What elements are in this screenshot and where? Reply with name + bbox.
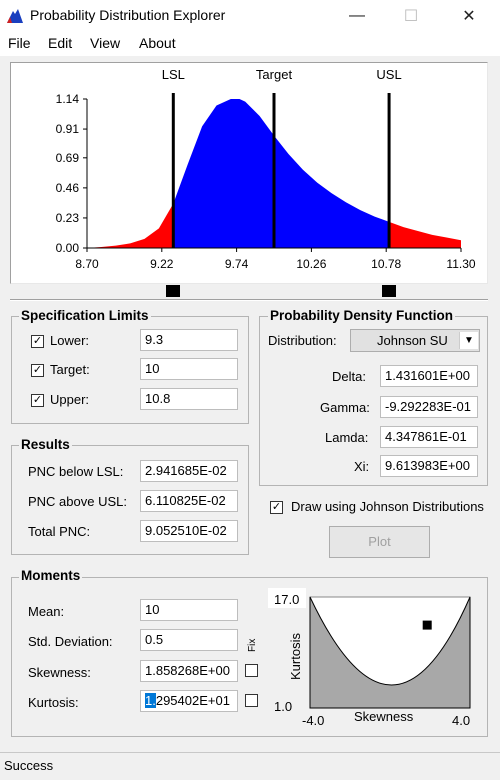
fix-label: Fix bbox=[247, 638, 258, 652]
fix-skewness-checkbox[interactable] bbox=[245, 664, 258, 677]
gamma-label: Gamma: bbox=[320, 400, 370, 415]
x-tick-label: 11.30 bbox=[446, 257, 475, 271]
upper-checkbox[interactable]: ✓ bbox=[31, 394, 44, 407]
spec-limits-title: Specification Limits bbox=[19, 308, 151, 323]
johnson-checkbox[interactable]: ✓ bbox=[270, 501, 283, 514]
distribution-chart: 0.00 0.23 0.46 0.69 0.91 1.14 8.70 9.22 9.74 10.2… bbox=[56, 67, 476, 271]
y-tick-label: 0.00 bbox=[56, 241, 80, 255]
gamma-field[interactable]: -9.292283E-01 bbox=[380, 396, 478, 418]
kurtosis-input[interactable]: 1.295402E+01 bbox=[140, 690, 238, 712]
maximize-button: ☐ bbox=[388, 0, 434, 32]
skewness-label: Skewness: bbox=[28, 665, 91, 680]
delta-label: Delta: bbox=[332, 369, 366, 384]
sk-y-label: Kurtosis bbox=[288, 633, 303, 680]
menu-edit[interactable]: Edit bbox=[48, 35, 73, 51]
results-title: Results bbox=[19, 437, 72, 452]
menu-view[interactable]: View bbox=[90, 35, 121, 51]
lamda-label: Lamda: bbox=[325, 430, 369, 445]
menu-bar bbox=[0, 32, 500, 56]
target-input[interactable]: 10 bbox=[140, 358, 238, 380]
in-spec-area bbox=[173, 99, 390, 248]
sd-input[interactable]: 0.5 bbox=[140, 629, 238, 651]
x-tick-label: 9.74 bbox=[225, 257, 249, 271]
distribution-value: Johnson SU bbox=[377, 333, 448, 348]
menu-file[interactable]: File bbox=[8, 35, 31, 51]
spec-line-label-lsl: LSL bbox=[162, 67, 185, 82]
mean-input[interactable]: 10 bbox=[140, 599, 238, 621]
mean-label: Mean: bbox=[28, 604, 65, 619]
y-tick-label: 0.91 bbox=[56, 122, 80, 136]
johnson-label: Draw using Johnson Distributions bbox=[291, 499, 484, 514]
sk-y-top: 17.0 bbox=[274, 592, 299, 607]
separator bbox=[10, 299, 488, 301]
skewness-input[interactable]: 1.858268E+00 bbox=[140, 660, 238, 682]
lower-tail-area bbox=[87, 203, 174, 248]
minimize-icon: — bbox=[349, 7, 365, 24]
target-checkbox[interactable]: ✓ bbox=[31, 364, 44, 377]
y-tick-label: 0.46 bbox=[56, 181, 80, 195]
app-icon bbox=[7, 9, 23, 23]
distribution-label: Distribution: bbox=[268, 333, 337, 348]
pnc-above-field[interactable]: 6.110825E-02 bbox=[140, 490, 238, 512]
upper-label: Upper: bbox=[50, 392, 90, 407]
maximize-icon: ☐ bbox=[403, 8, 419, 25]
minimize-button[interactable]: — bbox=[334, 0, 380, 32]
results-group bbox=[11, 445, 249, 555]
pnc-below-label: PNC below LSL: bbox=[28, 464, 124, 479]
lamda-field[interactable]: 4.347861E-01 bbox=[380, 426, 478, 448]
plot-button[interactable]: Plot bbox=[329, 526, 430, 558]
x-tick-label: 9.22 bbox=[150, 257, 174, 271]
total-pnc-field[interactable]: 9.052510E-02 bbox=[140, 520, 238, 542]
sk-feasible-region-boundary bbox=[309, 596, 471, 709]
delta-field[interactable]: 1.431601E+00 bbox=[380, 365, 478, 387]
x-tick-label: 8.70 bbox=[75, 257, 99, 271]
sk-ytop-bg bbox=[268, 588, 306, 608]
window-title: Probability Distribution Explorer bbox=[30, 7, 226, 23]
lower-input[interactable]: 9.3 bbox=[140, 329, 238, 351]
spec-line-label-target: Target bbox=[256, 67, 293, 82]
fix-kurtosis-checkbox[interactable] bbox=[245, 694, 258, 707]
sk-x-right: 4.0 bbox=[452, 713, 470, 728]
y-tick-label: 1.14 bbox=[56, 92, 80, 106]
sk-y-bottom: 1.0 bbox=[274, 699, 292, 714]
xi-field[interactable]: 9.613983E+00 bbox=[380, 455, 478, 477]
kurtosis-rest: 295402E+01 bbox=[155, 693, 230, 708]
x-tick-label: 10.26 bbox=[296, 257, 326, 271]
pnc-above-label: PNC above USL: bbox=[28, 494, 127, 509]
moments-group bbox=[11, 577, 488, 737]
lower-label: Lower: bbox=[50, 333, 90, 348]
sk-current-point bbox=[422, 620, 432, 630]
chevron-down-icon: ▼ bbox=[459, 332, 478, 349]
target-label: Target: bbox=[50, 362, 90, 377]
y-tick-label: 0.69 bbox=[56, 151, 80, 165]
title-bar bbox=[0, 0, 500, 32]
close-icon: ✕ bbox=[462, 8, 476, 25]
sk-x-label: Skewness bbox=[354, 709, 414, 724]
upper-tail-area bbox=[389, 221, 461, 248]
close-button[interactable]: ✕ bbox=[446, 0, 492, 32]
pnc-below-field[interactable]: 2.941685E-02 bbox=[140, 460, 238, 482]
y-tick-label: 0.23 bbox=[56, 211, 80, 225]
sd-label: Std. Deviation: bbox=[28, 634, 113, 649]
status-bar: Success bbox=[0, 752, 500, 780]
kurtosis-selection: 1. bbox=[145, 693, 156, 708]
status-text: Success bbox=[4, 758, 54, 773]
x-tick-label: 10.78 bbox=[371, 257, 401, 271]
sk-x-left: -4.0 bbox=[302, 713, 324, 728]
upper-input[interactable]: 10.8 bbox=[140, 388, 238, 410]
distribution-select[interactable]: Johnson SU ▼ bbox=[350, 329, 480, 352]
xi-label: Xi: bbox=[354, 459, 370, 474]
total-pnc-label: Total PNC: bbox=[28, 524, 91, 539]
usl-slider-handle[interactable] bbox=[382, 285, 397, 297]
skewness-kurtosis-plot: 17.0 1.0 -4.0 4.0 Skewness Kurtosis bbox=[268, 588, 471, 728]
spec-line-label-usl: USL bbox=[376, 67, 401, 82]
moments-title: Moments bbox=[19, 568, 83, 583]
lsl-slider-handle[interactable] bbox=[166, 285, 181, 297]
menu-about[interactable]: About bbox=[139, 35, 176, 51]
kurtosis-label: Kurtosis: bbox=[28, 695, 79, 710]
lower-checkbox[interactable]: ✓ bbox=[31, 335, 44, 348]
pdf-title: Probability Density Function bbox=[268, 308, 456, 323]
